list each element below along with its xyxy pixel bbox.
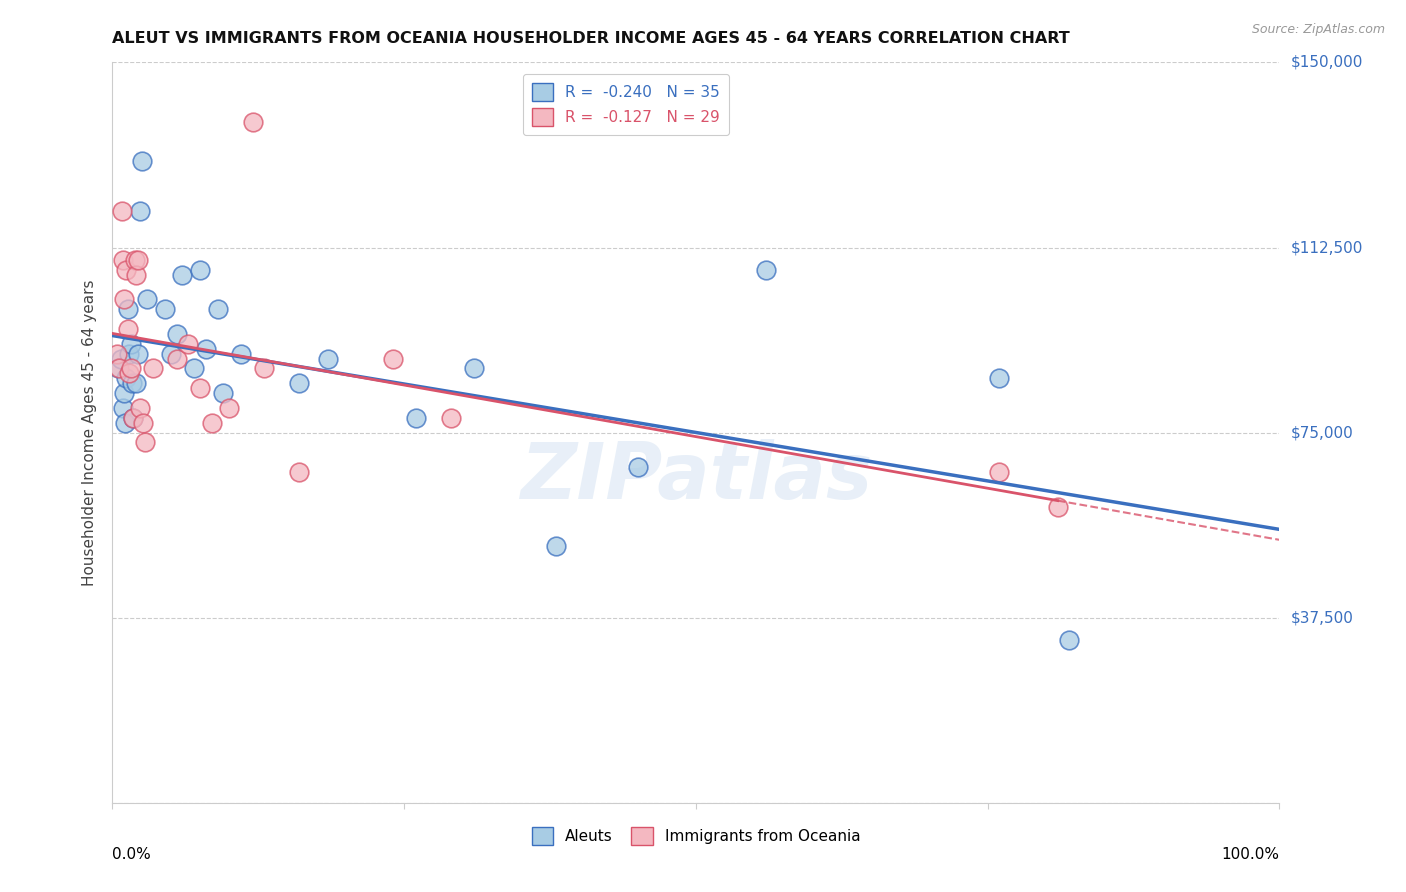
Point: [229, 346, 252, 360]
Point: [108, 361, 131, 376]
Point: [1046, 500, 1069, 514]
Point: [440, 410, 463, 425]
Point: [988, 465, 1011, 479]
Point: [110, 351, 132, 366]
Point: [183, 361, 205, 376]
Point: [115, 371, 138, 385]
Point: [288, 465, 311, 479]
Point: [544, 539, 567, 553]
Point: [755, 262, 778, 277]
Point: [381, 351, 404, 366]
Point: [160, 346, 183, 360]
Point: [142, 361, 165, 376]
Text: ALEUT VS IMMIGRANTS FROM OCEANIA HOUSEHOLDER INCOME AGES 45 - 64 YEARS CORRELATI: ALEUT VS IMMIGRANTS FROM OCEANIA HOUSEHO…: [112, 31, 1070, 46]
Point: [124, 252, 146, 267]
Text: $112,500: $112,500: [1291, 240, 1362, 255]
Text: $37,500: $37,500: [1291, 610, 1354, 625]
Text: $75,000: $75,000: [1291, 425, 1354, 440]
Point: [463, 361, 485, 376]
Point: [153, 302, 176, 317]
Text: Source: ZipAtlas.com: Source: ZipAtlas.com: [1251, 23, 1385, 37]
Point: [121, 376, 143, 391]
Point: [136, 293, 159, 307]
Point: [207, 302, 229, 317]
Point: [127, 252, 149, 267]
Point: [105, 346, 128, 360]
Point: [988, 371, 1011, 385]
Point: [288, 376, 311, 391]
Point: [188, 262, 211, 277]
Text: 0.0%: 0.0%: [112, 847, 152, 863]
Point: [117, 302, 139, 317]
Point: [125, 376, 148, 391]
Point: [111, 401, 134, 415]
Point: [166, 326, 188, 341]
Point: [114, 416, 136, 430]
Text: $150,000: $150,000: [1291, 55, 1362, 70]
Point: [188, 381, 211, 395]
Point: [218, 401, 240, 415]
Point: [194, 342, 217, 356]
Point: [122, 410, 145, 425]
Point: [129, 203, 152, 218]
Point: [172, 268, 194, 282]
Point: [112, 293, 135, 307]
Y-axis label: Householder Income Ages 45 - 64 years: Householder Income Ages 45 - 64 years: [82, 279, 97, 586]
Point: [117, 322, 139, 336]
Point: [253, 361, 276, 376]
Point: [212, 386, 235, 401]
Point: [318, 351, 340, 366]
Point: [134, 435, 156, 450]
Text: 100.0%: 100.0%: [1222, 847, 1279, 863]
Point: [177, 336, 200, 351]
Point: [201, 416, 224, 430]
Text: ZIPatlas: ZIPatlas: [520, 439, 872, 515]
Point: [242, 114, 264, 128]
Point: [122, 410, 145, 425]
Point: [118, 346, 141, 360]
Point: [129, 401, 152, 415]
Point: [118, 367, 141, 381]
Point: [112, 386, 135, 401]
Point: [125, 268, 148, 282]
Point: [627, 460, 650, 475]
Point: [115, 262, 138, 277]
Point: [127, 346, 149, 360]
Point: [132, 416, 155, 430]
Point: [131, 154, 153, 169]
Legend: Aleuts, Immigrants from Oceania: Aleuts, Immigrants from Oceania: [526, 821, 866, 851]
Point: [120, 361, 142, 376]
Point: [111, 203, 134, 218]
Point: [166, 351, 188, 366]
Point: [120, 336, 142, 351]
Point: [107, 361, 129, 376]
Point: [405, 410, 427, 425]
Point: [111, 252, 134, 267]
Point: [1059, 632, 1081, 647]
